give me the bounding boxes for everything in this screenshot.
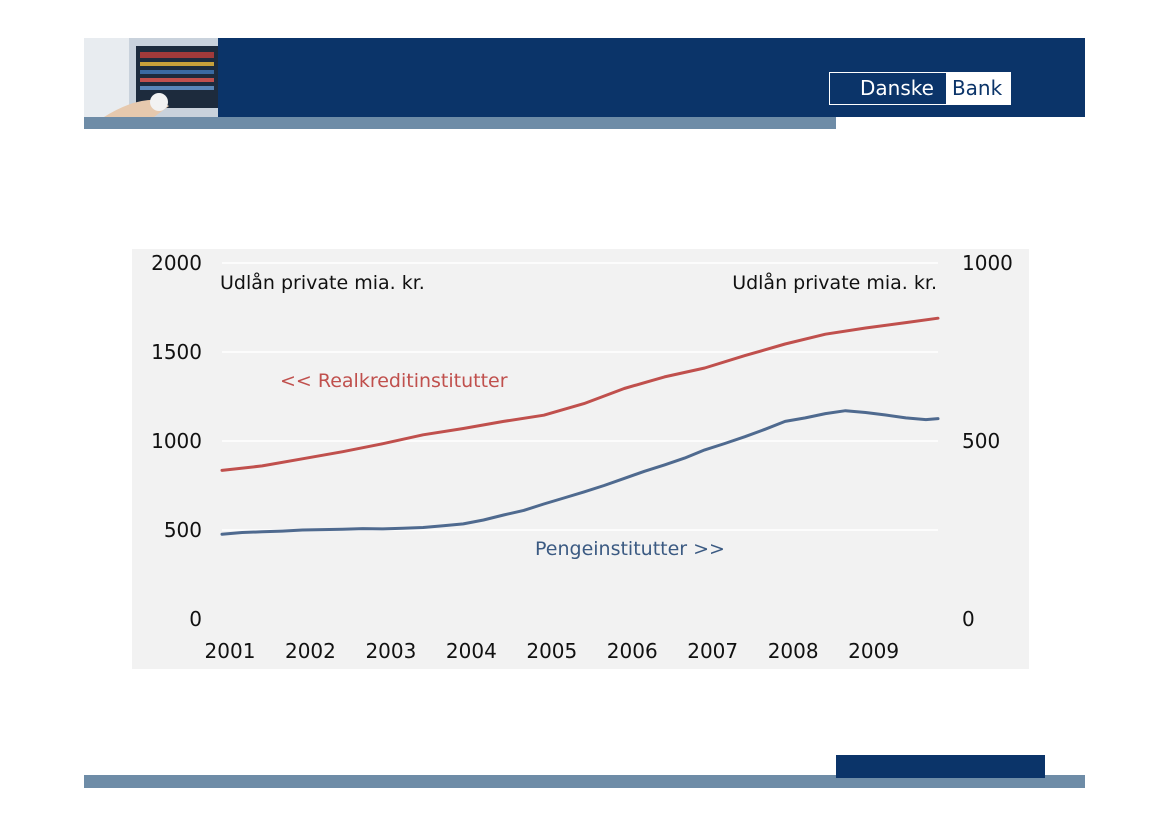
header-photo [84, 38, 218, 117]
series-label-pengeinstitutter: Pengeinstitutter >> [535, 538, 725, 560]
left-tick-label: 1000 [151, 429, 202, 453]
x-tick-label: 2006 [607, 639, 658, 663]
left-tick-label: 1500 [151, 340, 202, 364]
series-label-realkredit: << Realkreditinstitutter [280, 370, 508, 392]
x-tick-label: 2004 [446, 639, 497, 663]
x-tick-label: 2007 [687, 639, 738, 663]
right-axis-title: Udlån private mia. kr. [732, 271, 937, 294]
x-tick-label: 2002 [285, 639, 336, 663]
x-tick-label: 2009 [848, 639, 899, 663]
right-tick-label: 0 [962, 607, 975, 631]
x-tick-label: 2005 [526, 639, 577, 663]
tick-layer: 0 500 1000 1500 2000 0 500 1000 2001 2002 2003 2004… [151, 251, 1013, 663]
danske-bank-logo: Danske Bank [829, 72, 1012, 105]
x-tick-label: 2001 [205, 639, 256, 663]
series-line-pengeinstitutter [220, 409, 940, 536]
logo-text-bank: Bank [943, 73, 1011, 104]
header-underline [84, 117, 836, 129]
chart-svg: 0 500 1000 1500 2000 0 500 1000 2001 2002 2003 2004… [151, 251, 1013, 663]
left-axis-title: Udlån private mia. kr. [220, 271, 425, 294]
x-tick-label: 2008 [768, 639, 819, 663]
right-tick-label: 500 [962, 429, 1000, 453]
left-tick-label: 2000 [151, 251, 202, 275]
loan-chart: 0 500 1000 1500 2000 0 500 1000 2001 2002 2003 2004… [132, 249, 1029, 669]
left-tick-label: 0 [189, 607, 202, 631]
right-tick-label: 1000 [962, 251, 1013, 275]
series-line-realkredit [220, 316, 940, 472]
footer-box [836, 755, 1045, 778]
logo-text-danske: Danske [830, 73, 944, 104]
footer-bar [84, 775, 1085, 788]
series-layer [220, 316, 940, 536]
left-tick-label: 500 [164, 518, 202, 542]
grid-layer [222, 262, 938, 531]
x-tick-label: 2003 [365, 639, 416, 663]
